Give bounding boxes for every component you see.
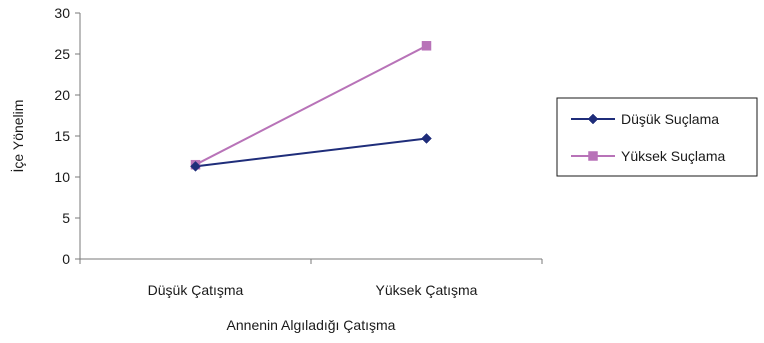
- series-line: [195, 44, 427, 166]
- x-axis-label: Annenin Algıladığı Çatışma: [227, 317, 396, 333]
- x-tick-label: Yüksek Çatışma: [376, 282, 478, 298]
- legend-entry: Yüksek Suçlama: [571, 148, 725, 164]
- y-tick-label: 25: [54, 46, 70, 62]
- y-tick-label: 10: [54, 169, 70, 185]
- legend-label: Yüksek Suçlama: [621, 148, 725, 164]
- series-layer: [190, 41, 432, 172]
- axes: 0 5 10 15 20 25 30 Düşük Çatışma Yüksek Çatışma: [54, 5, 543, 298]
- y-tick-label: 30: [54, 5, 70, 21]
- legend-marker: [587, 113, 599, 125]
- legend-marker: [588, 151, 598, 161]
- y-axis-label: İçe Yönelim: [9, 100, 26, 173]
- y-tick-label: 15: [54, 128, 70, 144]
- legend-label: Düşük Suçlama: [621, 111, 719, 127]
- legend: Düşük Suçlama Yüksek Suçlama: [556, 97, 758, 177]
- data-point: [190, 160, 201, 172]
- series-line: [195, 137, 427, 168]
- y-tick-label: 20: [54, 87, 70, 103]
- x-tick-label: Düşük Çatışma: [148, 282, 244, 298]
- legend-box: [556, 97, 758, 177]
- legend-entry: Düşük Suçlama: [571, 111, 719, 127]
- y-tick-label: 5: [62, 210, 70, 226]
- data-point: [421, 133, 432, 144]
- data-point: [421, 41, 432, 51]
- y-tick-label: 0: [62, 251, 70, 267]
